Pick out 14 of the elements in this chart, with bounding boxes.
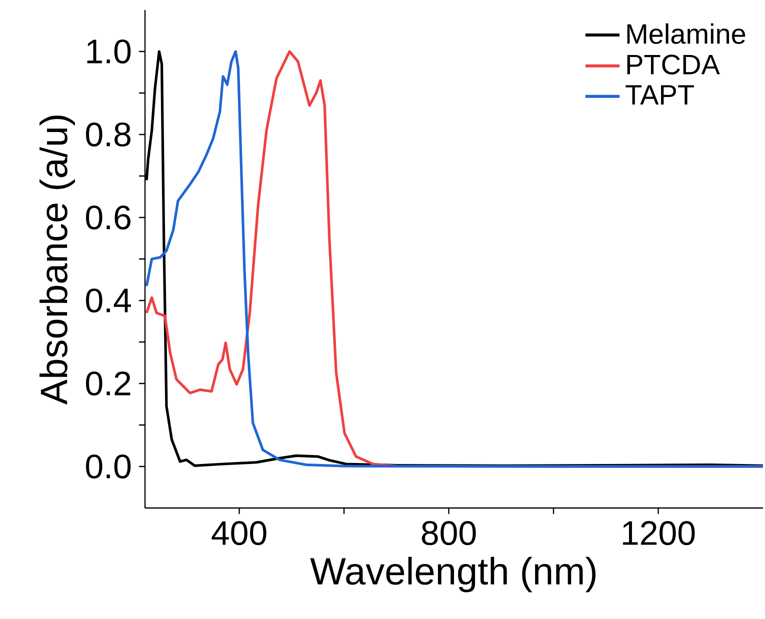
y-tick-label: 0.2 bbox=[86, 371, 130, 396]
x-tick-label: 1200 bbox=[623, 521, 695, 546]
x-axis-title: Wavelength (nm) bbox=[310, 556, 596, 592]
y-tick-label: 0.6 bbox=[86, 205, 130, 230]
y-tick-label: 0.8 bbox=[86, 122, 130, 147]
legend-label: TAPT bbox=[626, 85, 694, 104]
y-axis-title: Absorbance (a/u) bbox=[40, 116, 75, 405]
legend-label: Melamine bbox=[627, 23, 746, 44]
y-tick-label: 1.0 bbox=[87, 39, 131, 64]
y-tick-label: 0.4 bbox=[86, 288, 131, 313]
x-tick-label: 800 bbox=[422, 521, 476, 546]
y-tick-label: 0.0 bbox=[86, 454, 131, 479]
x-tick-label: 400 bbox=[212, 521, 266, 546]
legend-label: PTCDA bbox=[627, 54, 720, 74]
